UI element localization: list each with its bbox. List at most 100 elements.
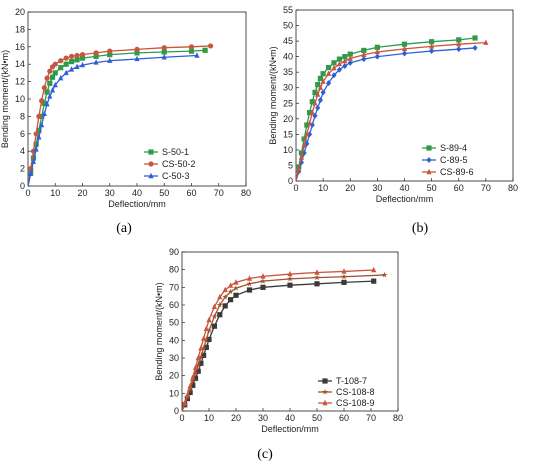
x-tick-label: 30 xyxy=(372,183,382,193)
x-tick-label: 70 xyxy=(481,183,491,193)
data-point xyxy=(69,53,75,59)
data-point xyxy=(49,87,56,93)
x-tick-label: 20 xyxy=(231,413,241,423)
legend-marker xyxy=(426,145,432,151)
data-point xyxy=(312,89,318,95)
legend-entry: CS-50-2 xyxy=(144,159,196,169)
data-point xyxy=(198,360,204,366)
legend-label: T-108-7 xyxy=(336,376,367,386)
chart-panel-3: 0 10 20 30 40 50 60 70 80 0 10 20 30 40 50 60 70 80 90 Defl… xyxy=(154,247,403,462)
x-tick-label: 40 xyxy=(285,413,295,423)
data-point xyxy=(342,54,348,60)
y-tick-label: 30 xyxy=(169,353,179,363)
data-point xyxy=(69,58,75,65)
y-tick-label: 0 xyxy=(174,406,179,416)
data-point xyxy=(36,113,42,119)
data-point xyxy=(39,121,45,128)
data-point xyxy=(69,66,75,72)
data-point xyxy=(429,48,435,55)
panel-label: (c) xyxy=(257,447,273,462)
data-point xyxy=(182,399,188,406)
data-point xyxy=(44,101,50,107)
data-point xyxy=(161,45,167,51)
data-point xyxy=(41,100,47,106)
legend-entry: CS-108-9 xyxy=(318,398,375,408)
data-point xyxy=(381,271,388,278)
data-point xyxy=(286,275,294,282)
y-tick-label: 16 xyxy=(15,42,25,52)
data-point xyxy=(304,140,310,147)
y-tick-label: 6 xyxy=(20,129,25,139)
series-line xyxy=(295,37,476,182)
data-point xyxy=(287,282,293,288)
data-point xyxy=(320,89,326,96)
x-axis-label: Deflection/mm xyxy=(376,194,434,204)
data-point xyxy=(203,336,210,343)
data-point xyxy=(217,312,223,318)
x-tick-label: 50 xyxy=(159,188,169,198)
series-CS-50-2 xyxy=(27,43,214,187)
data-point xyxy=(456,46,462,53)
y-tick-label: 10 xyxy=(169,388,179,398)
x-tick-label: 80 xyxy=(241,188,251,198)
series-C-89-5 xyxy=(295,44,478,182)
data-point xyxy=(309,122,315,129)
data-point xyxy=(340,273,348,280)
data-point xyxy=(304,122,310,128)
data-point xyxy=(336,60,342,67)
data-point xyxy=(161,54,167,60)
x-tick-label: 20 xyxy=(77,188,87,198)
data-point xyxy=(361,47,367,54)
data-point xyxy=(41,85,47,91)
data-point xyxy=(93,59,99,65)
data-point xyxy=(315,91,321,97)
data-point xyxy=(233,292,239,298)
data-point xyxy=(222,286,228,293)
data-point xyxy=(331,64,337,71)
data-point xyxy=(227,288,234,295)
data-point xyxy=(216,301,223,308)
data-point xyxy=(188,44,195,50)
data-point xyxy=(336,66,342,73)
data-point xyxy=(228,297,234,303)
data-point xyxy=(374,48,380,55)
data-point xyxy=(347,59,353,66)
data-point xyxy=(207,43,214,49)
data-point xyxy=(246,287,253,293)
series-line xyxy=(181,274,385,412)
legend-label: S-89-4 xyxy=(440,143,467,153)
data-point xyxy=(30,155,37,161)
y-tick-label: 15 xyxy=(283,129,293,139)
x-axis-label: Deflection/mm xyxy=(261,424,319,434)
legend-label: S-50-1 xyxy=(162,147,189,157)
data-point xyxy=(192,375,199,381)
data-point xyxy=(374,44,380,50)
data-point xyxy=(401,41,408,47)
data-point xyxy=(317,84,324,90)
y-tick-label: 8 xyxy=(20,111,25,121)
data-point xyxy=(314,269,320,275)
data-point xyxy=(33,141,39,147)
data-point xyxy=(331,72,337,79)
y-tick-label: 25 xyxy=(283,98,293,108)
data-point xyxy=(483,39,489,45)
y-tick-label: 50 xyxy=(169,318,179,328)
data-point xyxy=(472,35,478,41)
data-point xyxy=(232,285,240,291)
x-tick-label: 30 xyxy=(105,188,115,198)
series-CS-108-9 xyxy=(181,266,377,412)
data-point xyxy=(187,389,193,396)
data-point xyxy=(315,82,321,88)
y-tick-label: 40 xyxy=(283,52,293,62)
data-point xyxy=(188,48,195,54)
legend-entry: CS-108-8 xyxy=(318,387,375,397)
y-tick-label: 90 xyxy=(169,247,179,257)
y-tick-label: 80 xyxy=(169,265,179,275)
x-tick-label: 40 xyxy=(132,188,142,198)
y-tick-label: 20 xyxy=(283,114,293,124)
data-point xyxy=(217,293,223,300)
data-point xyxy=(206,316,212,323)
data-point xyxy=(347,51,353,57)
data-point xyxy=(246,275,253,281)
legend-entry: C-50-3 xyxy=(144,171,190,181)
